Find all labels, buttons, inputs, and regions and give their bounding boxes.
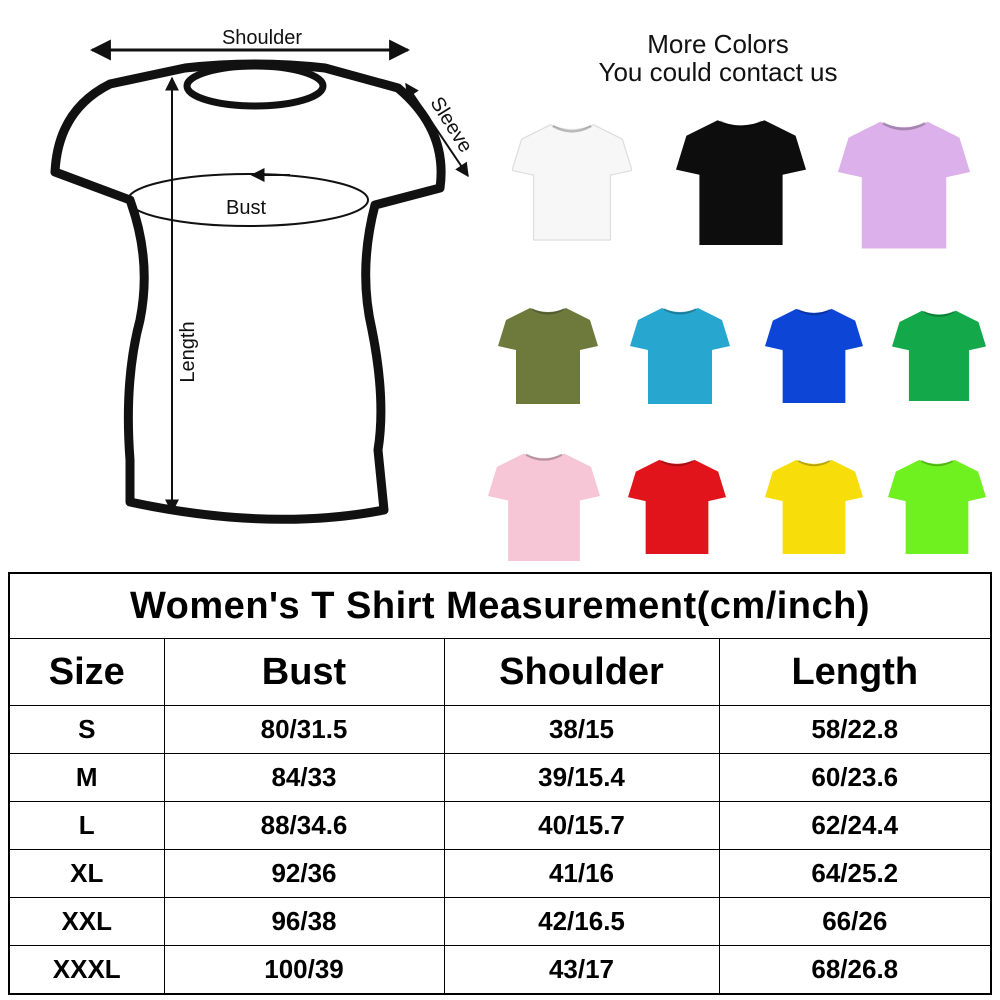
shirt-sky xyxy=(630,306,730,406)
size-row: S 80/31.5 38/15 58/22.8 xyxy=(8,705,992,754)
measure-cell: 80/31.5 xyxy=(163,705,445,754)
shirt-yellow xyxy=(765,458,863,556)
illustration: Shoulder Sleeve Bust Length More Colors … xyxy=(50,27,986,563)
shirt-green xyxy=(892,309,986,403)
size-row: XL 92/36 41/16 64/25.2 xyxy=(8,849,992,898)
measure-cell: 58/22.8 xyxy=(718,705,992,754)
measure-cell: 84/33 xyxy=(163,753,445,802)
size-cell: XXXL xyxy=(8,945,165,995)
size-row: L 88/34.6 40/15.7 62/24.4 xyxy=(8,801,992,850)
measure-cell: 39/15.4 xyxy=(443,753,720,802)
header-row: Size Bust Shoulder Length xyxy=(8,638,992,706)
size-row: XXXL 100/39 43/17 68/26.8 xyxy=(8,945,992,995)
shirt-lilac xyxy=(838,120,970,251)
header-cell: Size xyxy=(8,638,165,706)
header-cell: Length xyxy=(718,638,992,706)
shoulder-label: Shoulder xyxy=(222,27,302,49)
shirt-lime xyxy=(888,458,986,556)
header-cell: Bust xyxy=(163,638,445,706)
measure-cell: 66/26 xyxy=(718,897,992,946)
shirt-royal xyxy=(765,307,863,405)
length-label: Length xyxy=(177,321,199,382)
size-diagram xyxy=(50,39,469,524)
bust-label: Bust xyxy=(226,197,266,219)
measure-cell: 40/15.7 xyxy=(443,801,720,850)
size-cell: XXL xyxy=(8,897,165,946)
table-title: Women's T Shirt Measurement(cm/inch) xyxy=(8,572,992,639)
measure-cell: 62/24.4 xyxy=(718,801,992,850)
measure-cell: 92/36 xyxy=(163,849,445,898)
measure-cell: 38/15 xyxy=(443,705,720,754)
measure-cell: 64/25.2 xyxy=(718,849,992,898)
neckline xyxy=(183,62,327,110)
measure-cell: 96/38 xyxy=(163,897,445,946)
title-row: Women's T Shirt Measurement(cm/inch) xyxy=(8,572,992,639)
table-body: Women's T Shirt Measurement(cm/inch) Siz… xyxy=(8,572,992,995)
measure-cell: 43/17 xyxy=(443,945,720,995)
measure-cell: 88/34.6 xyxy=(163,801,445,850)
sleeve-arrow xyxy=(405,82,469,178)
colors-subheading: You could contact us xyxy=(599,57,838,87)
size-cell: XL xyxy=(8,849,165,898)
size-table: Women's T Shirt Measurement(cm/inch) Siz… xyxy=(8,572,993,995)
shirt-black xyxy=(676,118,806,247)
size-row: M 84/33 39/15.4 60/23.6 xyxy=(8,753,992,802)
shirt-olive xyxy=(498,306,598,406)
color-swatches xyxy=(488,118,986,563)
measure-cell: 100/39 xyxy=(163,945,445,995)
measure-cell: 41/16 xyxy=(443,849,720,898)
size-cell: M xyxy=(8,753,165,802)
bust-line xyxy=(127,173,369,227)
colors-heading: More Colors xyxy=(647,29,789,59)
size-row: XXL 96/38 42/16.5 66/26 xyxy=(8,897,992,946)
measure-cell: 60/23.6 xyxy=(718,753,992,802)
measure-cell: 68/26.8 xyxy=(718,945,992,995)
shirt-white xyxy=(512,123,632,242)
shirt-pink xyxy=(488,452,600,563)
shirt-outline xyxy=(50,59,446,524)
measure-cell: 42/16.5 xyxy=(443,897,720,946)
header-cell: Shoulder xyxy=(443,638,720,706)
shirt-red xyxy=(628,458,726,556)
size-cell: L xyxy=(8,801,165,850)
size-cell: S xyxy=(8,705,165,754)
